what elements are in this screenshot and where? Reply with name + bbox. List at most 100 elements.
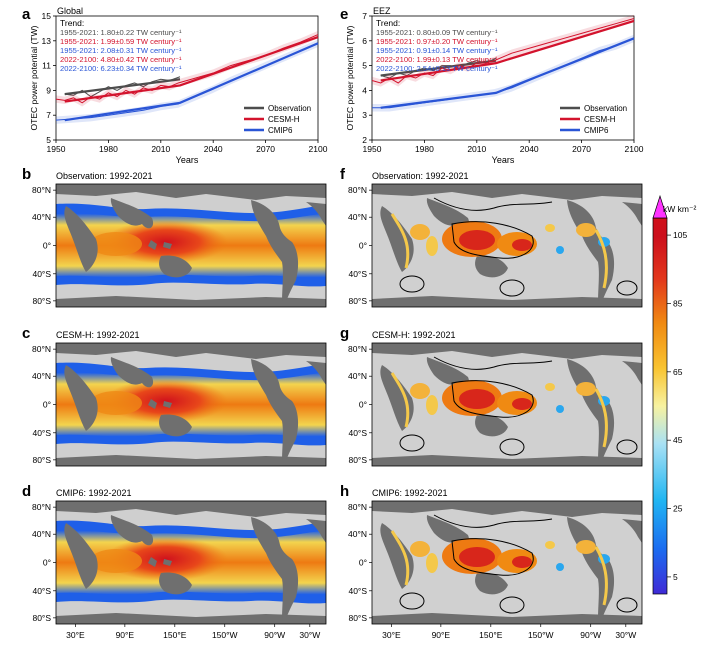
chart-xlabel-eez: Years <box>492 155 515 165</box>
map-lat-label: 80°N <box>32 185 51 195</box>
line-chart-eez: EEZ 1950 1980 2010 2040 2070 2100 2 3 4 5 6 7 OTEC … <box>345 6 644 165</box>
map-lat-label: 80°S <box>348 613 367 623</box>
map-lat-label: 40°N <box>32 212 51 222</box>
y-tick-label: 15 <box>42 11 52 21</box>
legend-label-cmip6: CMIP6 <box>584 126 609 135</box>
map-cmip6-eez: CMIP6: 1992-2021 <box>372 488 642 624</box>
series-band-cmip6 <box>372 34 634 112</box>
map-lon-label: 30°W <box>615 630 636 640</box>
map-lat-label: 40°S <box>348 428 367 438</box>
map-observation-eez: Observation: 1992-2021 <box>372 171 642 307</box>
map-lat-label: 0° <box>43 558 51 568</box>
series-band-cesm-h <box>372 14 634 87</box>
panel-letter-f: f <box>340 166 346 183</box>
map-lat-label: 0° <box>359 558 367 568</box>
x-tick-label: 1980 <box>99 144 118 154</box>
map-lat-label: 80°S <box>32 296 51 306</box>
trend-text-eez: 1955-2021: 0.97±0.20 TW century⁻¹ <box>376 37 498 46</box>
map-lat-label: 40°S <box>32 586 51 596</box>
chart-title-eez: EEZ <box>373 6 391 16</box>
trend-text-global: 2022-2100: 6.23±0.34 TW century⁻¹ <box>60 64 182 73</box>
map-lon-label: 30°W <box>299 630 320 640</box>
x-tick-label: 2010 <box>467 144 486 154</box>
map-axis-labels: 80°N 40°N 0° 40°S 80°S 80°N 40°N 0° 40°S 80°S 80°N… <box>32 185 636 640</box>
x-tick-label: 2010 <box>151 144 170 154</box>
map-lat-label: 80°N <box>348 344 367 354</box>
map-lat-label: 0° <box>359 400 367 410</box>
chart-ylabel-global: OTEC power potential (TW) <box>29 25 39 130</box>
legend-label-cesm-h: CESM-H <box>268 115 300 124</box>
map-lon-label: 150°W <box>528 630 554 640</box>
panel-letter-b: b <box>22 166 31 183</box>
x-tick-label: 2070 <box>572 144 591 154</box>
colorbar-tick-label: 5 <box>673 572 678 582</box>
x-tick-label: 2100 <box>309 144 328 154</box>
map-lon-label: 90°E <box>116 630 135 640</box>
line-chart-global: Global 1950 1980 2010 2040 2070 2100 5 7 9 11 13 15… <box>29 6 328 165</box>
map-lat-label: 80°N <box>348 502 367 512</box>
panel-letter-a: a <box>22 6 31 23</box>
panel-letter-d: d <box>22 483 31 500</box>
y-tick-label: 2 <box>362 135 367 145</box>
x-tick-label: 1950 <box>47 144 66 154</box>
chart-frame-global <box>55 15 319 141</box>
trend-text-eez: 1955-2021: 0.91±0.14 TW century⁻¹ <box>376 46 498 55</box>
colorbar-tick-label: 45 <box>673 435 683 445</box>
panel-letter-e: e <box>340 6 348 23</box>
trend-text-global: 2022-2100: 4.80±0.42 TW century⁻¹ <box>60 55 182 64</box>
map-lat-label: 80°S <box>348 455 367 465</box>
y-tick-label: 3 <box>362 110 367 120</box>
x-tick-label: 2040 <box>204 144 223 154</box>
map-title-g: CESM-H: 1992-2021 <box>372 330 456 340</box>
map-lon-label: 30°E <box>66 630 85 640</box>
map-lat-label: 40°N <box>348 529 367 539</box>
colorbar-extend-arrow <box>652 194 668 219</box>
y-tick-label: 5 <box>46 135 51 145</box>
map-lon-label: 150°W <box>212 630 238 640</box>
series-band-cmip6 <box>56 39 318 124</box>
map-lat-label: 40°N <box>32 371 51 381</box>
y-tick-label: 7 <box>362 11 367 21</box>
map-lat-label: 40°N <box>348 371 367 381</box>
map-lat-label: 40°S <box>348 586 367 596</box>
trend-line-cesm-h <box>380 19 635 82</box>
trend-heading-eez: Trend: <box>376 18 400 28</box>
map-lat-label: 40°N <box>348 212 367 222</box>
x-tick-label: 1980 <box>415 144 434 154</box>
map-lon-label: 150°E <box>479 630 503 640</box>
map-title-c: CESM-H: 1992-2021 <box>56 330 140 340</box>
map-lon-label: 30°E <box>382 630 401 640</box>
map-lat-label: 80°S <box>32 455 51 465</box>
x-tick-label: 2070 <box>256 144 275 154</box>
colorbar-tick-label: 25 <box>673 504 683 514</box>
trend-line-cmip6 <box>380 37 635 109</box>
y-tick-label: 11 <box>42 61 51 71</box>
trend-line-cmip6 <box>64 42 319 122</box>
map-cesm-h-eez: CESM-H: 1992-2021 <box>372 330 642 466</box>
chart-xlabel-global: Years <box>176 155 199 165</box>
y-tick-label: 5 <box>362 61 367 71</box>
map-title-f: Observation: 1992-2021 <box>372 171 469 181</box>
colorbar-unit-label: kW km⁻² <box>663 204 696 214</box>
y-tick-label: 9 <box>46 85 51 95</box>
trend-heading-global: Trend: <box>60 18 84 28</box>
trend-text-global: 1955-2021: 2.08±0.31 TW century⁻¹ <box>60 46 182 55</box>
map-lat-label: 80°N <box>348 185 367 195</box>
legend-label-observation: Observation <box>584 104 627 113</box>
y-tick-label: 4 <box>362 85 367 95</box>
map-lon-label: 90°W <box>264 630 285 640</box>
map-lat-label: 40°N <box>32 529 51 539</box>
x-tick-label: 1950 <box>363 144 382 154</box>
trend-text-global: 1955-2021: 1.99±0.59 TW century⁻¹ <box>60 37 182 46</box>
map-lat-label: 40°S <box>348 269 367 279</box>
chart-ylabel-eez: OTEC power potential (TW) <box>345 25 355 130</box>
colorbar-tick-label: 65 <box>673 367 683 377</box>
panel-letter-h: h <box>340 483 349 500</box>
legend-label-observation: Observation <box>268 104 311 113</box>
colorbar-tick-label: 105 <box>673 230 687 240</box>
map-lat-label: 0° <box>359 241 367 251</box>
map-lat-label: 0° <box>43 241 51 251</box>
map-observation-global: Observation: 1992-2021 <box>56 171 326 307</box>
y-tick-label: 6 <box>362 36 367 46</box>
map-lon-label: 150°E <box>163 630 187 640</box>
